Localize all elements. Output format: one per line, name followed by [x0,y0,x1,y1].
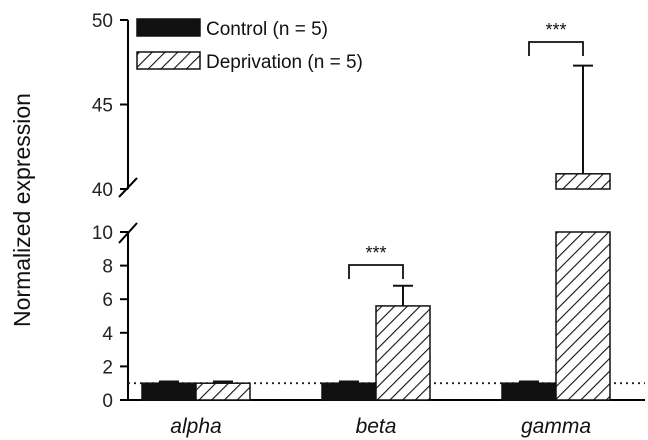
y-axis-label: Normalized expression [9,93,35,327]
significance-label-beta: *** [365,243,386,263]
bar-control-beta [321,382,377,401]
y-tick-label: 50 [92,11,113,32]
legend-label-control: Control (n = 5) [206,19,328,40]
bar-control-gamma [501,382,557,401]
category-labels: alpha beta gamma [170,415,591,438]
significance-bracket-gamma [528,41,584,56]
y-tick-label: 0 [102,391,113,412]
axis-break-mark [118,177,138,198]
significance-label-gamma: *** [545,20,566,40]
category-label-alpha: alpha [170,415,221,438]
bar-deprivation-alpha [195,382,251,401]
y-tick-label: 6 [102,290,113,311]
significance-bracket-beta [348,264,404,279]
y-tick-label: 45 [92,96,113,117]
bar-control-alpha [141,382,197,401]
legend: Control (n = 5) Deprivation (n = 5) [136,18,363,73]
bars [141,173,611,401]
legend-n-deprivation: (n = 5) [307,52,362,73]
error-bars [159,64,593,384]
y-ticks: 0 2 4 6 8 10 40 45 50 [92,11,128,412]
y-tick-label: 2 [102,357,113,378]
category-label-gamma: gamma [521,415,591,438]
significance-markers: *** *** [348,20,584,279]
y-tick-label: 4 [102,324,113,345]
bar-deprivation-beta [375,305,431,401]
legend-n-control: (n = 5) [273,19,328,40]
y-tick-label: 8 [102,257,113,278]
bar-deprivation-gamma-upper [555,173,611,190]
y-tick-label: 10 [92,223,113,244]
legend-label-deprivation: Deprivation (n = 5) [206,52,363,73]
legend-swatch-deprivation [136,51,201,70]
legend-swatch-control [136,18,201,37]
bar-deprivation-gamma-lower [555,231,611,401]
category-label-beta: beta [356,415,397,438]
y-tick-label: 40 [92,180,113,201]
